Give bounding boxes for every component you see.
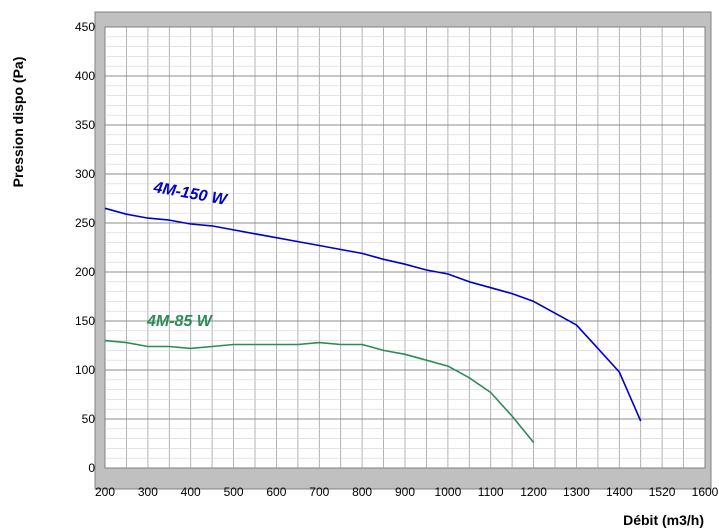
y-tick-label: 250 [75, 216, 95, 230]
y-tick-label: 200 [75, 265, 95, 279]
x-tick-label: 1400 [606, 485, 633, 499]
series-layer [104, 207, 642, 444]
x-axis-ticks: 200 300 400 500 600 700 800 900 1000 1100 1200 1300… [95, 485, 719, 499]
x-tick-label: 500 [224, 485, 244, 499]
x-tick-label: 200 [95, 485, 115, 499]
series-line-0 [104, 207, 642, 422]
x-tick-label: 1000 [435, 485, 462, 499]
y-tick-label: 300 [75, 167, 95, 181]
x-tick-label: 1200 [520, 485, 547, 499]
x-tick-label: 700 [309, 485, 329, 499]
y-tick-label: 400 [75, 69, 95, 83]
x-tick-label: 1520 [649, 485, 676, 499]
y-tick-label: 350 [75, 118, 95, 132]
series-label-4m-85w: 4M-85 W [146, 313, 214, 330]
x-tick-label: 300 [138, 485, 158, 499]
y-axis-title: Pression dispo (Pa) [10, 57, 26, 188]
grid [105, 27, 705, 468]
y-tick-label: 450 [75, 20, 95, 34]
x-tick-label: 400 [181, 485, 201, 499]
series-line-1 [104, 339, 535, 444]
y-axis-ticks: 0 50 100 150 200 250 300 350 400 450 [75, 20, 95, 475]
x-tick-label: 1100 [478, 485, 504, 499]
y-tick-label: 150 [75, 314, 95, 328]
y-tick-label: 100 [75, 363, 95, 377]
y-tick-label: 0 [88, 461, 95, 475]
x-tick-label: 600 [266, 485, 286, 499]
x-tick-label: 900 [395, 485, 415, 499]
x-tick-label: 1600 [692, 485, 719, 499]
x-tick-label: 1300 [563, 485, 590, 499]
x-tick-label: 800 [352, 485, 372, 499]
x-axis-title: Débit (m3/h) [623, 512, 704, 528]
y-tick-label: 50 [82, 412, 96, 426]
